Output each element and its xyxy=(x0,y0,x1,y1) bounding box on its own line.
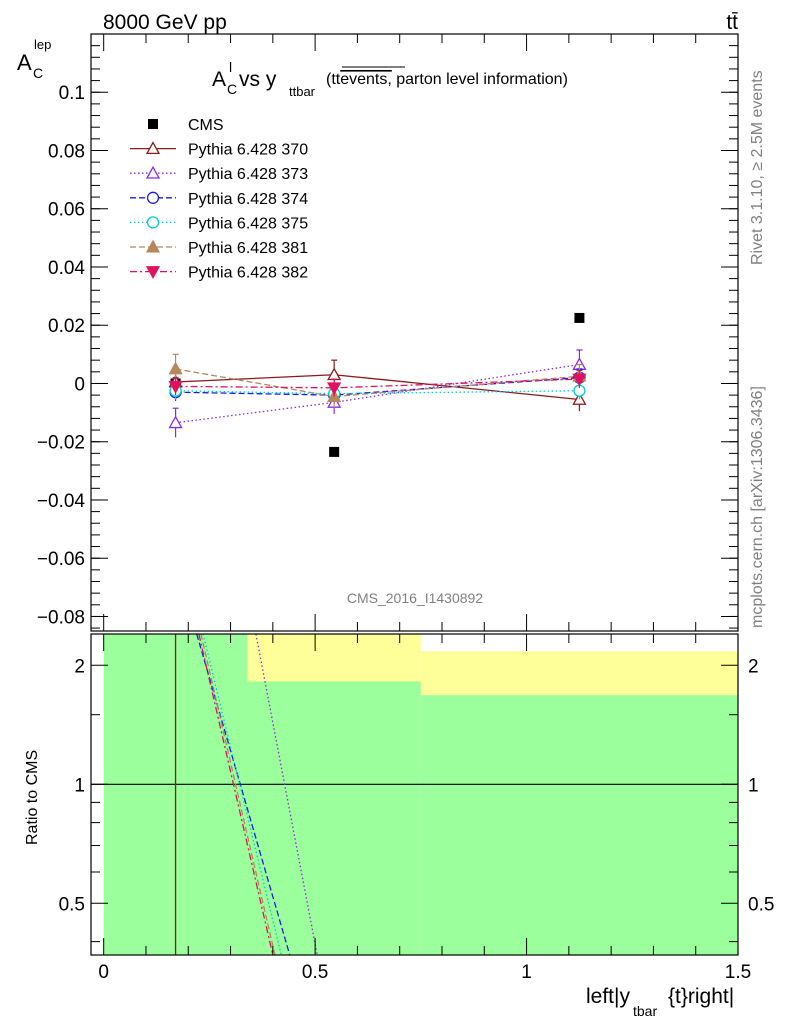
energy-label: 8000 GeV pp xyxy=(103,11,227,34)
ratio-line-p375 xyxy=(202,633,282,956)
legend-marker-p370 xyxy=(145,141,161,155)
rivet-label: Rivet 3.1.10, ≥ 2.5M events xyxy=(749,70,766,265)
plot-title: A C l vs y ttbar (ttevents, parton level… xyxy=(212,59,568,99)
ratio-axis-ticks: 0.5 0.5 1 1 2 2 0 0.5 1 1.5 xyxy=(59,634,774,983)
series-line-p375 xyxy=(175,390,580,395)
ratio-series-lines xyxy=(174,633,318,956)
svg-text:ttbar: ttbar xyxy=(289,84,316,99)
svg-text:A: A xyxy=(212,68,226,91)
main-plot-frame xyxy=(90,33,739,632)
legend-label-p375: Pythia 6.428 375 xyxy=(188,215,308,232)
main-plot-panel: −0.08 −0.06 −0.04 −0.02 0 0.02 0.04 0.06 0.08 0.1… xyxy=(17,33,739,632)
svg-text:A: A xyxy=(17,50,32,75)
title-vs-sub: ttbar xyxy=(289,84,316,99)
data-point-cms xyxy=(329,446,340,457)
data-point-p381 xyxy=(168,361,183,375)
legend-label-p373: Pythia 6.428 373 xyxy=(188,166,308,183)
svg-text:l: l xyxy=(229,59,232,75)
title-rest: parton level information) xyxy=(392,71,568,88)
ratio-ylabel: Ratio to CMS xyxy=(24,750,41,845)
legend-marker-p373 xyxy=(145,165,161,179)
mcplots-label: mcplots.cern.ch [arXiv:1306.3436] xyxy=(749,386,766,628)
main-ylabel: A C lep xyxy=(17,37,51,81)
y-tick-label: 0.04 xyxy=(48,258,85,279)
x-axis-label: left|y tbar {t}right| xyxy=(586,985,734,1019)
y-tick-label: 0.1 xyxy=(59,83,85,104)
ratio-band-yellow xyxy=(420,651,738,696)
ratio-y-tick-label-right: 0.5 xyxy=(748,894,774,915)
ratio-line-p373 xyxy=(255,633,318,956)
ratio-y-tick-label: 0.5 xyxy=(59,894,85,915)
ratio-uncertainty-bands xyxy=(91,634,738,955)
x-tick-label: 0.5 xyxy=(302,962,328,983)
title-over: events, xyxy=(340,71,392,88)
legend-marker-cms xyxy=(148,119,158,129)
svg-text:C: C xyxy=(227,81,237,97)
ratio-y-tick-label: 2 xyxy=(74,656,85,677)
ratio-y-tick-label: 1 xyxy=(74,775,85,796)
svg-text:lep: lep xyxy=(34,37,51,52)
main-series-markers xyxy=(168,312,587,457)
svg-text:left|y: left|y xyxy=(586,985,630,1008)
y-tick-label: −0.06 xyxy=(37,549,85,570)
main-series-lines xyxy=(175,363,580,424)
legend: CMS Pythia 6.428 370 Pythia 6.428 373 Pythi… xyxy=(130,117,308,282)
svg-text:(ttevents, parton level inform: (ttevents, parton level information) xyxy=(326,71,568,88)
main-axis-ticks: −0.08 −0.06 −0.04 −0.02 0 0.02 0.04 0.06 0.08 0.1 xyxy=(37,34,739,631)
legend-label-p370: Pythia 6.428 370 xyxy=(188,142,308,159)
x-tick-label: 0 xyxy=(98,962,109,983)
ratio-line-p374 xyxy=(196,633,291,956)
title-main: A xyxy=(212,68,226,91)
title-sup: l xyxy=(229,59,232,75)
data-point-p382 xyxy=(327,382,342,396)
legend-label-p382: Pythia 6.428 382 xyxy=(188,265,308,282)
data-point-p382 xyxy=(572,373,587,387)
x-tick-label: 1.5 xyxy=(725,962,751,983)
series-line-p373 xyxy=(175,363,580,424)
legend-marker-p381 xyxy=(145,239,161,253)
process-label: tt̄ xyxy=(726,11,738,34)
ratio-band-green xyxy=(247,681,421,955)
legend-label-cms: CMS xyxy=(188,117,224,134)
y-tick-label: 0.08 xyxy=(48,141,85,162)
ratio-y-tick-label-right: 1 xyxy=(748,775,759,796)
ratio-line-p381 xyxy=(200,633,276,956)
analysis-id-label: CMS_2016_I1430892 xyxy=(347,590,483,606)
data-point-p373 xyxy=(168,415,183,429)
title-paren: (tt xyxy=(326,71,341,88)
ratio-plot-panel: 0.5 0.5 1 1 2 2 0 0.5 1 1.5 Ratio to CMS left|y t… xyxy=(24,633,774,1019)
title-vs: vs y xyxy=(239,68,277,91)
y-tick-label: 0 xyxy=(74,374,85,395)
ratio-band-yellow xyxy=(247,634,421,682)
series-line-p381 xyxy=(175,368,580,398)
svg-text:C: C xyxy=(33,65,43,81)
y-tick-label: −0.02 xyxy=(37,433,85,454)
legend-label-p374: Pythia 6.428 374 xyxy=(188,191,308,208)
y-tick-label: 0.02 xyxy=(48,316,85,337)
ratio-y-tick-label-right: 2 xyxy=(748,656,759,677)
x-tick-label: 1 xyxy=(521,962,532,983)
y-tick-label: −0.04 xyxy=(37,491,86,512)
svg-text:vs y: vs y xyxy=(239,68,277,91)
data-point-p370 xyxy=(327,367,342,381)
svg-text:tbar: tbar xyxy=(633,1003,657,1019)
legend-label-p381: Pythia 6.428 381 xyxy=(188,240,308,257)
y-tick-label: −0.08 xyxy=(37,607,85,628)
data-point-p382 xyxy=(168,380,183,394)
ratio-band-green xyxy=(420,695,738,955)
ratio-line-p382 xyxy=(198,633,274,956)
title-sub: C xyxy=(227,81,237,97)
svg-text:{t}right|: {t}right| xyxy=(668,985,734,1008)
y-tick-label: 0.06 xyxy=(48,200,85,221)
series-line-p382 xyxy=(175,378,580,389)
data-point-cms xyxy=(574,312,585,323)
ratio-plot-frame xyxy=(90,633,739,956)
legend-marker-p374 xyxy=(146,191,160,204)
legend-marker-p375 xyxy=(146,216,160,229)
legend-marker-p382 xyxy=(145,266,161,279)
